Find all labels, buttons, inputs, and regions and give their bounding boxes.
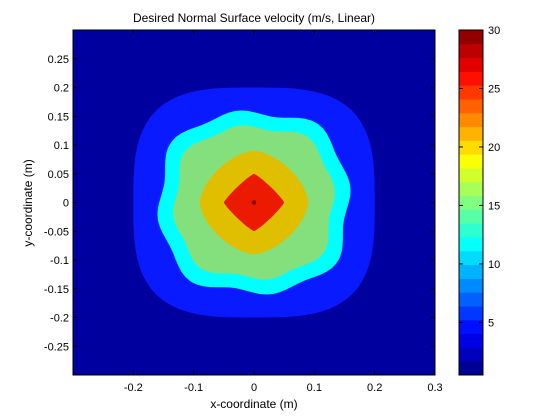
colorbar-segment bbox=[459, 250, 483, 266]
colorbar-tick-label: 25 bbox=[488, 83, 500, 95]
colorbar-segment bbox=[459, 43, 483, 59]
colorbar-segment bbox=[459, 209, 483, 224]
colorbar-segment bbox=[459, 278, 483, 293]
x-tick-label: 0 bbox=[251, 382, 257, 394]
colorbar-segment bbox=[459, 112, 483, 128]
colorbar-segment bbox=[459, 237, 483, 252]
colorbar-segment bbox=[459, 195, 483, 210]
colorbar-tick-label: 20 bbox=[488, 142, 500, 154]
colorbar-tick-label: 15 bbox=[488, 200, 500, 212]
y-tick-label: -0.2 bbox=[50, 313, 69, 325]
colorbar-tick-label: 10 bbox=[488, 259, 500, 271]
y-tick-label: -0.05 bbox=[44, 226, 69, 238]
colorbar: 5 10 15 20 25 30 bbox=[458, 25, 500, 376]
y-axis-label: y-coordinate (m) bbox=[21, 159, 35, 246]
y-tick-label: 0.1 bbox=[54, 140, 69, 152]
colorbar-segment bbox=[459, 85, 483, 100]
colorbar-segment bbox=[459, 30, 483, 45]
colorbar-segment bbox=[459, 292, 483, 307]
colorbar-tick-label: 30 bbox=[488, 25, 500, 37]
x-axis-label: x-coordinate (m) bbox=[210, 397, 297, 411]
y-tick-label: -0.15 bbox=[44, 284, 69, 296]
y-tick-label: 0.15 bbox=[48, 111, 69, 123]
x-tick-label: 0.2 bbox=[367, 382, 382, 394]
colorbar-segment bbox=[459, 306, 483, 321]
colorbar-segment bbox=[459, 319, 483, 335]
x-tick-label: -0.2 bbox=[124, 382, 143, 394]
y-tick-label: 0.2 bbox=[54, 83, 69, 95]
colorbar-segment bbox=[459, 333, 483, 348]
axes: -0.2 -0.1 0 0.1 0.2 0.3 0.25 0.2 0.15 0.1 0.05 0 -0.… bbox=[44, 29, 443, 394]
colorbar-segment bbox=[459, 347, 483, 362]
contour-regions bbox=[133, 87, 375, 318]
y-tick-label: -0.25 bbox=[44, 341, 69, 353]
y-tick-label: -0.1 bbox=[50, 255, 69, 267]
colorbar-segment bbox=[459, 154, 483, 169]
colorbar-segment bbox=[459, 57, 483, 72]
y-tick-label: 0 bbox=[63, 198, 69, 210]
x-tick-label: -0.1 bbox=[184, 382, 203, 394]
colorbar-segment bbox=[459, 140, 483, 155]
colorbar-segment bbox=[459, 223, 483, 238]
peak-marker bbox=[251, 200, 257, 205]
chart-title: Desired Normal Surface velocity (m/s, Li… bbox=[133, 11, 375, 25]
x-tick-label: 0.1 bbox=[307, 382, 322, 394]
colorbar-segment bbox=[459, 361, 483, 376]
colorbar-frame bbox=[458, 29, 484, 376]
colorbar-segment bbox=[459, 168, 483, 183]
y-tick-label: 0.25 bbox=[48, 54, 69, 66]
colorbar-segment bbox=[459, 181, 483, 197]
colorbar-tick-label: 5 bbox=[488, 317, 494, 329]
colorbar-segment bbox=[459, 99, 483, 114]
colorbar-segment bbox=[459, 264, 483, 279]
x-tick-label: 0.3 bbox=[427, 382, 442, 394]
colorbar-segment bbox=[459, 71, 483, 86]
colorbar-segment bbox=[459, 126, 483, 141]
y-tick-label: 0.05 bbox=[48, 169, 69, 181]
